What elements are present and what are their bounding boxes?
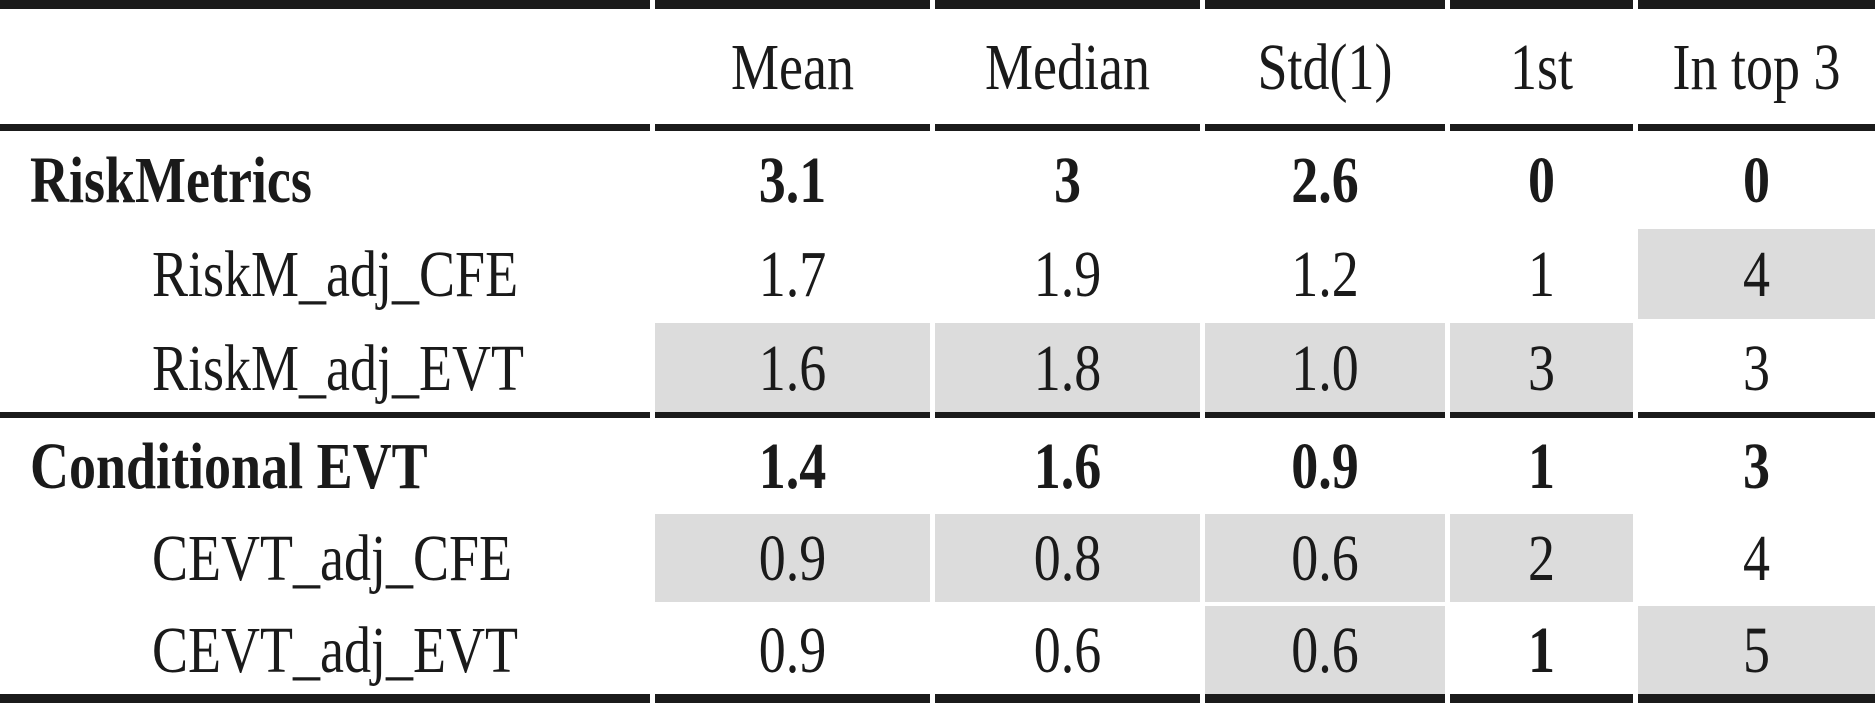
table-cell: 0.9 <box>655 514 930 602</box>
table-cell: 3 <box>1450 323 1633 418</box>
row-label-riskmetrics: RiskMetrics <box>0 135 650 225</box>
column-header-1st: 1st <box>1450 0 1633 131</box>
table-cell: 4 <box>1638 229 1875 319</box>
table-cell: 0 <box>1638 135 1875 225</box>
row-label-conditional-evt: Conditional EVT <box>0 422 650 510</box>
table-cell: 1.2 <box>1205 229 1445 319</box>
table-cell: 0.6 <box>935 606 1200 703</box>
table-cell: 1 <box>1450 606 1633 703</box>
row-label-riskm-adj-cfe: RiskM_adj_CFE <box>0 229 650 319</box>
table-cell: 4 <box>1638 514 1875 602</box>
table-cell: 3 <box>1638 422 1875 510</box>
table-cell: 2.6 <box>1205 135 1445 225</box>
table-cell: 3 <box>1638 323 1875 418</box>
table-cell: 1.0 <box>1205 323 1445 418</box>
table-cell: 3.1 <box>655 135 930 225</box>
table-cell: 0.8 <box>935 514 1200 602</box>
table-cell: 1 <box>1450 229 1633 319</box>
table-cell: 0 <box>1450 135 1633 225</box>
column-header-std1: Std(1) <box>1205 0 1445 131</box>
table-cell: 0.6 <box>1205 514 1445 602</box>
column-header-median: Median <box>935 0 1200 131</box>
column-header-mean: Mean <box>655 0 930 131</box>
table-cell: 1.6 <box>655 323 930 418</box>
table-cell: 2 <box>1450 514 1633 602</box>
table-cell: 0.6 <box>1205 606 1445 703</box>
column-header-empty <box>0 0 650 131</box>
row-label-cevt-adj-cfe: CEVT_adj_CFE <box>0 514 650 602</box>
table-cell: 1.6 <box>935 422 1200 510</box>
row-label-cevt-adj-evt: CEVT_adj_EVT <box>0 606 650 703</box>
table-cell: 5 <box>1638 606 1875 703</box>
table-cell: 1 <box>1450 422 1633 510</box>
table-cell: 1.7 <box>655 229 930 319</box>
table-cell: 1.9 <box>935 229 1200 319</box>
table-cell: 3 <box>935 135 1200 225</box>
table-cell: 0.9 <box>1205 422 1445 510</box>
table-cell: 0.9 <box>655 606 930 703</box>
table-cell: 1.8 <box>935 323 1200 418</box>
column-header-in-top-3: In top 3 <box>1638 0 1875 131</box>
table-cell: 1.4 <box>655 422 930 510</box>
row-label-riskm-adj-evt: RiskM_adj_EVT <box>0 323 650 418</box>
